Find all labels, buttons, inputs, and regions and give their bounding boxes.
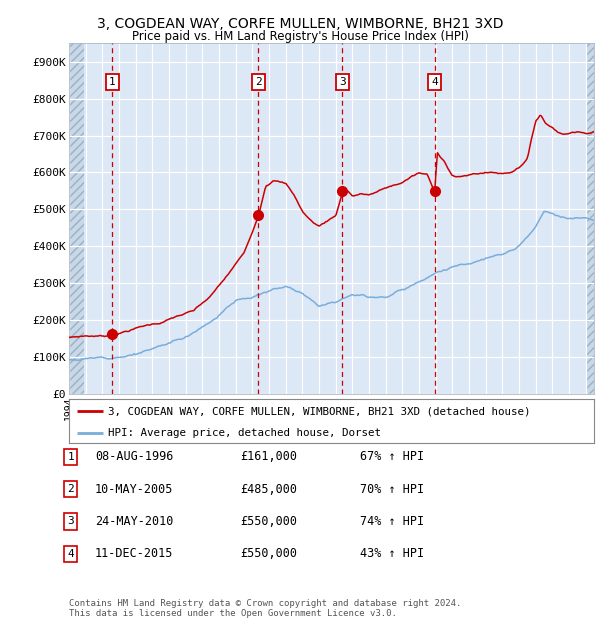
Text: 4: 4 — [431, 77, 438, 87]
Text: Price paid vs. HM Land Registry's House Price Index (HPI): Price paid vs. HM Land Registry's House … — [131, 30, 469, 43]
Text: 1: 1 — [109, 77, 116, 87]
Bar — [69, 43, 84, 394]
Text: £161,000: £161,000 — [240, 451, 297, 463]
Text: £550,000: £550,000 — [240, 547, 297, 560]
Text: 3, COGDEAN WAY, CORFE MULLEN, WIMBORNE, BH21 3XD (detached house): 3, COGDEAN WAY, CORFE MULLEN, WIMBORNE, … — [109, 406, 531, 416]
Text: 2: 2 — [255, 77, 262, 87]
Text: 70% ↑ HPI: 70% ↑ HPI — [360, 483, 424, 495]
Bar — [586, 43, 594, 394]
Text: 3, COGDEAN WAY, CORFE MULLEN, WIMBORNE, BH21 3XD: 3, COGDEAN WAY, CORFE MULLEN, WIMBORNE, … — [97, 17, 503, 32]
Text: 11-DEC-2015: 11-DEC-2015 — [95, 547, 173, 560]
Text: £550,000: £550,000 — [240, 515, 297, 528]
Text: 24-MAY-2010: 24-MAY-2010 — [95, 515, 173, 528]
Text: 2: 2 — [67, 484, 74, 494]
Text: 4: 4 — [67, 549, 74, 559]
Text: 10-MAY-2005: 10-MAY-2005 — [95, 483, 173, 495]
Text: HPI: Average price, detached house, Dorset: HPI: Average price, detached house, Dors… — [109, 428, 382, 438]
Text: 43% ↑ HPI: 43% ↑ HPI — [360, 547, 424, 560]
Text: 67% ↑ HPI: 67% ↑ HPI — [360, 451, 424, 463]
Text: Contains HM Land Registry data © Crown copyright and database right 2024.
This d: Contains HM Land Registry data © Crown c… — [69, 599, 461, 618]
Text: 3: 3 — [67, 516, 74, 526]
Text: 74% ↑ HPI: 74% ↑ HPI — [360, 515, 424, 528]
Text: £485,000: £485,000 — [240, 483, 297, 495]
Text: 3: 3 — [339, 77, 346, 87]
Text: 08-AUG-1996: 08-AUG-1996 — [95, 451, 173, 463]
Text: 1: 1 — [67, 452, 74, 462]
